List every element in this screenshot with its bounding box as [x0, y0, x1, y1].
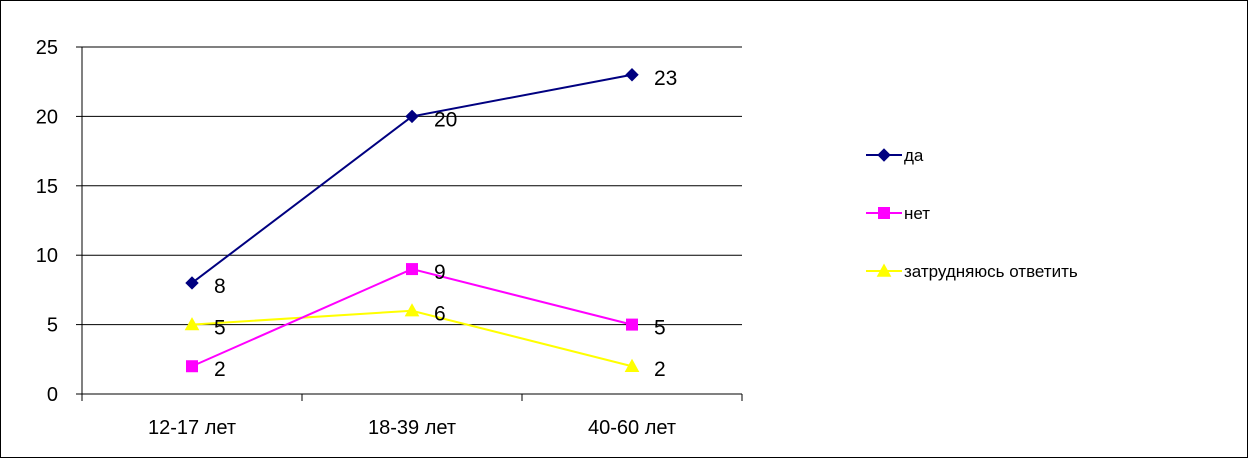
data-label: 2 [214, 358, 226, 381]
data-point-marker [406, 263, 418, 276]
y-tick-label: 25 [36, 37, 58, 59]
data-label: 8 [214, 275, 226, 298]
y-tick-label: 0 [47, 384, 58, 406]
x-tick-label: 40-60 лет [588, 417, 676, 439]
y-tick-label: 10 [36, 245, 58, 267]
data-point-marker [185, 276, 199, 290]
data-label: 23 [654, 67, 677, 90]
data-point-marker [625, 68, 639, 82]
legend-label: нет [904, 204, 930, 223]
data-point-marker [404, 303, 420, 317]
data-label: 9 [434, 261, 446, 284]
data-point-marker [405, 109, 419, 124]
y-tick-label: 5 [47, 315, 58, 337]
x-tick-label: 12-17 лет [148, 417, 236, 439]
data-label: 20 [434, 108, 457, 131]
data-label: 6 [434, 303, 446, 326]
legend-marker [876, 263, 892, 277]
y-axis-ticks: 0 5 10 15 20 25 [36, 37, 82, 406]
data-label: 5 [214, 317, 226, 340]
axes [81, 47, 742, 395]
data-point-marker [624, 358, 640, 372]
legend-marker [877, 148, 891, 162]
data-label: 5 [654, 317, 666, 340]
legend: да нет затрудняюсь ответить [866, 146, 1078, 281]
data-point-marker [184, 317, 200, 331]
y-tick-label: 20 [36, 106, 58, 128]
x-tick-label: 18-39 лет [368, 417, 456, 439]
data-label: 2 [654, 358, 666, 381]
data-labels: 5 6 2 2 9 5 8 20 23 [214, 67, 677, 381]
x-axis-ticks: 12-17 лет 18-39 лет 40-60 лет [81, 394, 743, 439]
legend-marker [878, 207, 890, 219]
data-point-marker [626, 318, 638, 331]
legend-label: затрудняюсь ответить [904, 262, 1078, 281]
y-tick-label: 15 [36, 176, 58, 198]
data-point-marker [186, 360, 198, 373]
series-group [184, 68, 640, 373]
legend-label: да [904, 146, 924, 165]
